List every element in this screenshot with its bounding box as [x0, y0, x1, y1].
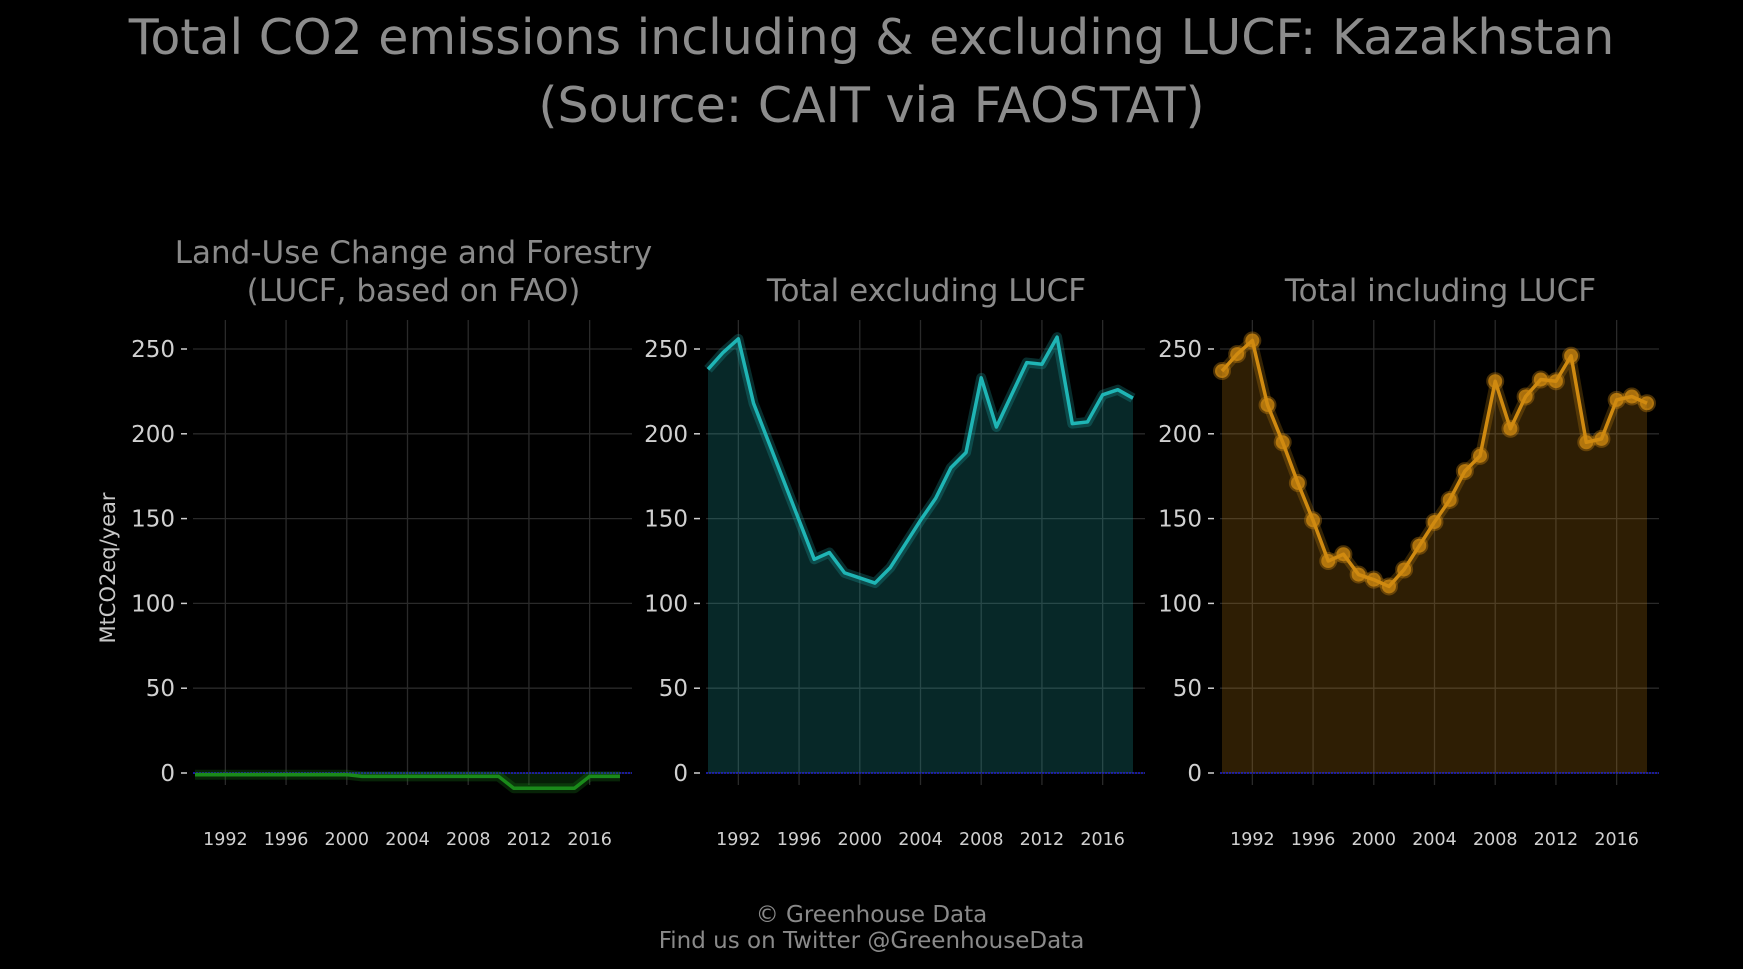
y-tick-label: 250 — [131, 337, 175, 363]
y-tick-label: 50 — [146, 676, 175, 702]
panel-title: (LUCF, based on FAO) — [247, 273, 581, 309]
data-point — [1516, 387, 1535, 406]
x-tick-label: 2008 — [959, 830, 1004, 850]
data-point — [1425, 512, 1444, 531]
data-point — [1288, 473, 1307, 492]
x-tick-label: 2000 — [325, 830, 370, 850]
data-point — [1349, 565, 1368, 584]
y-tick-label: 150 — [644, 507, 688, 533]
data-point — [1243, 331, 1262, 350]
data-point — [1410, 536, 1429, 555]
y-tick-label: 0 — [1187, 761, 1202, 787]
series-line — [706, 335, 1134, 585]
panel-1: 0 50 100 150 200 250 1992 1996 2000 2004 2008 2012 2… — [96, 235, 652, 850]
x-tick-label: 1992 — [203, 830, 248, 850]
x-tick-label: 2004 — [898, 830, 943, 850]
y-tick-label: 150 — [1158, 507, 1202, 533]
y-tick-label: 50 — [659, 676, 688, 702]
panel-title: Total excluding LUCF — [766, 273, 1086, 309]
x-tick-label: 2008 — [1473, 830, 1518, 850]
x-tick-label: 2004 — [1412, 830, 1457, 850]
data-point — [1486, 372, 1505, 391]
y-axis-label: MtCO2eq/year — [96, 492, 120, 643]
data-point — [1213, 362, 1231, 381]
chart-subtitle-source: (Source: CAIT via FAOSTAT) — [538, 77, 1205, 134]
data-point — [1531, 370, 1550, 389]
panel-3: 0 50 100 150 200 250 1992 1996 2000 2004 2008 2012 2… — [1158, 273, 1664, 850]
data-point — [1304, 511, 1323, 530]
data-point — [1379, 577, 1398, 596]
x-tick-label: 1996 — [264, 830, 309, 850]
series-line — [195, 772, 620, 791]
data-point — [1440, 490, 1459, 509]
series-area — [1222, 340, 1647, 773]
footer-copyright: © Greenhouse Data — [755, 902, 988, 928]
x-tick-label: 2004 — [385, 830, 430, 850]
data-point — [1319, 552, 1338, 570]
data-point — [1592, 429, 1611, 448]
chart-title: Total CO2 emissions including & excludin… — [128, 9, 1615, 66]
y-tick-label: 200 — [131, 422, 175, 448]
data-point — [1577, 433, 1596, 452]
plot-background — [193, 320, 637, 785]
data-point — [1471, 446, 1490, 465]
x-tick-label: 2016 — [567, 830, 612, 850]
data-point — [1455, 462, 1474, 481]
y-tick-label: 50 — [1173, 676, 1202, 702]
data-point — [1334, 545, 1353, 564]
y-tick-label: 200 — [644, 422, 688, 448]
data-point — [1546, 372, 1565, 391]
y-tick-label: 100 — [1158, 591, 1202, 617]
data-point — [1273, 433, 1292, 452]
x-tick-label: 1992 — [716, 830, 761, 850]
data-point — [1622, 387, 1641, 406]
x-tick-label: 1996 — [777, 830, 822, 850]
y-tick-label: 0 — [160, 761, 175, 787]
y-tick-label: 0 — [673, 761, 688, 787]
y-tick-label: 250 — [644, 337, 688, 363]
plot-background — [706, 320, 1150, 785]
x-tick-label: 2016 — [1080, 830, 1125, 850]
data-point — [1228, 345, 1247, 364]
footer-twitter: Find us on Twitter @GreenhouseData — [658, 928, 1085, 954]
y-tick-label: 250 — [1158, 337, 1202, 363]
data-point — [1638, 394, 1656, 413]
plot-background — [1220, 320, 1664, 785]
y-tick-label: 200 — [1158, 422, 1202, 448]
y-tick-label: 100 — [644, 591, 688, 617]
data-point — [1258, 395, 1277, 414]
data-point — [1501, 419, 1520, 438]
panel-2: 0 50 100 150 200 250 1992 1996 2000 2004 2008 2012 2… — [644, 273, 1150, 850]
series-area — [708, 337, 1133, 773]
data-point — [1395, 560, 1414, 579]
x-tick-label: 2012 — [1020, 830, 1065, 850]
panel-title: Land-Use Change and Forestry — [175, 235, 653, 271]
x-tick-label: 2000 — [838, 830, 883, 850]
y-tick-label: 100 — [131, 591, 175, 617]
data-point — [1562, 346, 1581, 365]
data-point — [1607, 390, 1626, 409]
x-tick-label: 2012 — [507, 830, 552, 850]
x-tick-label: 2012 — [1534, 830, 1579, 850]
x-tick-label: 1992 — [1230, 830, 1275, 850]
y-tick-label: 150 — [131, 507, 175, 533]
x-tick-label: 2016 — [1594, 830, 1639, 850]
panel-title: Total including LUCF — [1284, 273, 1596, 309]
x-tick-label: 2000 — [1352, 830, 1397, 850]
x-tick-label: 2008 — [446, 830, 491, 850]
data-point — [1364, 570, 1383, 589]
x-tick-label: 1996 — [1291, 830, 1336, 850]
series-area — [195, 773, 620, 789]
